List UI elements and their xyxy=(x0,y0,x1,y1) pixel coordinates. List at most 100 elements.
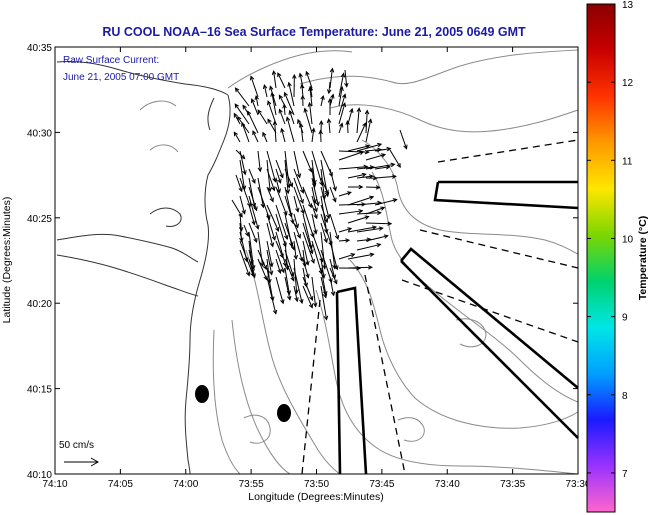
current-vector-arrow xyxy=(329,240,339,271)
current-vector-arrow xyxy=(374,165,391,170)
current-vector-arrow xyxy=(329,93,335,107)
scale-label: 50 cm/s xyxy=(59,440,94,451)
current-vector-arrow xyxy=(284,276,292,301)
y-tick-label: 40:30 xyxy=(27,128,52,139)
current-vector-arrow xyxy=(338,85,344,107)
current-vector-arrow xyxy=(326,118,332,134)
current-vector-arrow xyxy=(284,159,291,195)
current-vector-arrow xyxy=(257,109,268,125)
x-tick-label: 73:35 xyxy=(500,479,525,490)
current-vector-arrow xyxy=(231,199,243,218)
current-vector-arrow xyxy=(338,150,365,161)
current-vector-arrow xyxy=(284,195,293,218)
current-vector-arrow xyxy=(293,213,300,229)
y-tick-label: 40:15 xyxy=(27,385,52,396)
current-vector-arrow xyxy=(320,222,328,244)
current-vector-arrow xyxy=(275,186,288,216)
current-vector-arrow xyxy=(266,186,274,203)
coastline xyxy=(184,94,231,475)
current-vector-arrow xyxy=(374,146,392,152)
current-vector-arrow xyxy=(234,87,250,107)
current-vector-arrow xyxy=(302,186,313,209)
current-vector-arrow xyxy=(250,98,259,116)
x-axis: 74:10 74:05 74:00 73:55 73:50 73:45 73:40 73:35… xyxy=(42,47,591,490)
current-vector-arrow xyxy=(347,144,371,152)
current-vector-arrow xyxy=(272,120,278,143)
current-vector-arrow xyxy=(311,127,316,143)
current-vector-arrow xyxy=(243,224,250,237)
current-vector-arrow xyxy=(303,107,313,134)
current-vector-arrow xyxy=(338,93,347,116)
current-vector-arrow xyxy=(374,198,398,206)
current-vector-arrow xyxy=(300,94,306,107)
current-vector-arrow xyxy=(280,127,286,143)
current-vector-arrow xyxy=(329,213,340,241)
current-vector-arrow xyxy=(275,276,285,305)
current-vector-arrow xyxy=(311,231,324,263)
colorbar-tick-label: 7 xyxy=(622,469,628,480)
current-vector-arrow xyxy=(235,149,246,160)
current-vector-arrow xyxy=(320,186,331,220)
radar-beam-line xyxy=(301,299,321,475)
current-vector-arrow xyxy=(347,195,375,206)
current-vector-arrow xyxy=(329,168,337,192)
colorbar-ticks: 13 12 11 10 9 8 7 xyxy=(587,0,634,480)
current-vector-arrow xyxy=(338,253,356,260)
figure-title: RU COOL NOAA–16 Sea Surface Temperature:… xyxy=(102,25,526,39)
current-vector-arrow xyxy=(293,231,304,263)
current-vector-arrow xyxy=(365,185,381,190)
current-vector-arrow xyxy=(302,258,310,279)
current-vector-arrow xyxy=(347,215,370,224)
current-vector-arrow xyxy=(267,100,277,125)
current-vector-arrow xyxy=(326,81,332,95)
current-vector-arrow xyxy=(311,195,318,213)
x-tick-label: 74:00 xyxy=(173,479,198,490)
current-vector-arrow xyxy=(320,276,328,299)
current-vector-arrow xyxy=(266,276,278,315)
current-vector-arrow xyxy=(365,206,386,215)
current-vector-arrow xyxy=(308,86,313,107)
current-vector-arrow xyxy=(338,72,346,98)
current-vector-arrow xyxy=(364,109,370,134)
current-vector-arrow xyxy=(266,168,276,192)
bathymetry-contour xyxy=(397,417,425,442)
current-vector-arrow xyxy=(297,118,304,134)
current-vector-arrow xyxy=(275,159,284,179)
coastline xyxy=(149,207,182,227)
current-vector-arrow xyxy=(311,177,320,207)
current-vector-arrow xyxy=(270,91,277,116)
bathymetry-contour xyxy=(349,259,579,429)
y-axis-label: Latitude (Degrees:Minutes) xyxy=(1,197,13,324)
colorbar-tick-label: 11 xyxy=(622,156,633,167)
current-vector-arrow xyxy=(293,168,305,194)
current-vector-arrow xyxy=(248,195,260,230)
current-vector-arrow xyxy=(275,168,282,184)
current-vector-arrow xyxy=(347,172,367,179)
current-vector-arrow xyxy=(277,72,286,89)
bathymetry-contour xyxy=(227,50,353,89)
current-vector-arrow xyxy=(320,177,329,195)
x-tick-label: 73:30 xyxy=(565,479,590,490)
annotation-line-1: Raw Surface Current: xyxy=(63,55,159,66)
sampling-zone-outline xyxy=(335,286,368,475)
current-vector-arrow xyxy=(311,204,318,220)
coastline xyxy=(56,61,231,475)
current-vector-arrow xyxy=(293,177,304,205)
current-vector-arrow xyxy=(347,184,364,190)
colorbar-tick-label: 10 xyxy=(622,234,634,245)
current-vector-arrow xyxy=(234,103,250,125)
current-vector-arrow xyxy=(347,252,375,260)
current-vector-arrow xyxy=(338,122,344,134)
colorbar-tick-label: 12 xyxy=(622,78,634,89)
current-vector-arrow xyxy=(365,221,393,226)
current-vector-arrow xyxy=(298,122,304,143)
current-vector-arrow xyxy=(347,107,354,125)
current-vector-arrow xyxy=(254,94,259,107)
current-vector-arrow xyxy=(235,174,243,193)
current-vector-arrow xyxy=(282,103,287,116)
x-axis-label: Longitude (Degrees:Minutes) xyxy=(248,491,383,503)
current-vector-arrow xyxy=(399,129,408,150)
current-vector-arrow xyxy=(329,186,337,203)
current-vector-arrow xyxy=(365,234,389,242)
